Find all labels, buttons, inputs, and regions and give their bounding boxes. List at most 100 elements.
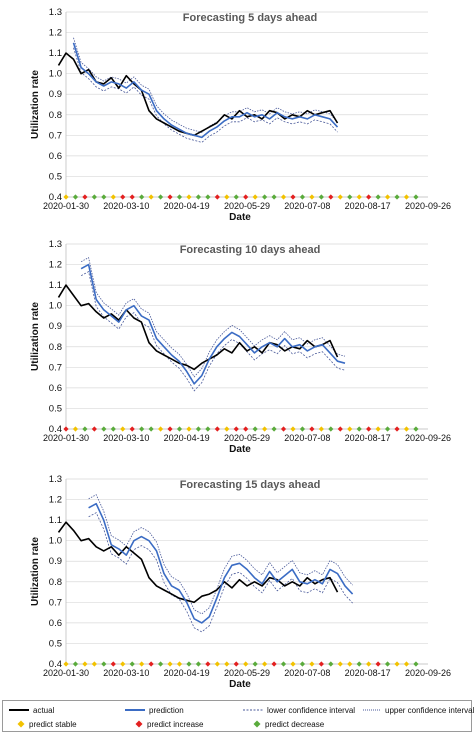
panel2-y-tick-label: 0.4 — [49, 424, 62, 435]
panel1-y-tick-label: 0.4 — [49, 192, 62, 203]
panel2-signal-marker-predict-stable — [375, 426, 381, 432]
panel2-y-tick-label: 1.2 — [49, 260, 62, 271]
panel3-lower-confidence-line — [88, 512, 353, 633]
legend-upper-ci-swatch — [363, 709, 381, 711]
panel1-signal-marker-predict-decrease — [195, 194, 202, 200]
panel1-signal-marker-predict-decrease — [413, 194, 419, 200]
panel2-signal-marker-predict-increase — [167, 426, 173, 432]
panel3-signal-marker-predict-decrease — [413, 661, 419, 667]
panel1-y-tick-label: 1.3 — [49, 7, 62, 18]
panel3-signal-marker-predict-decrease — [101, 661, 107, 667]
panel3-y-tick-label: 0.7 — [49, 597, 62, 608]
legend-predict-increase-label: predict increase — [147, 719, 204, 729]
legend-upper-ci: upper confidence interval — [363, 704, 474, 716]
panel3-y-tick-label: 1.1 — [49, 515, 62, 526]
panel2-y-tick-label: 1.3 — [49, 239, 62, 250]
panel2-signal-marker-predict-stable — [318, 426, 324, 432]
panel1-upper-confidence-line — [73, 37, 338, 133]
panel2-signal-marker-predict-increase — [214, 426, 220, 432]
panel2-x-tick-label: 2020-03-10 — [103, 433, 149, 443]
panel1-x-tick-label: 2020-07-08 — [284, 201, 330, 211]
panel2-signal-marker-predict-decrease — [195, 426, 202, 432]
legend-predict-decrease: predict decrease — [253, 718, 324, 730]
panel1-x-tick-label: 2020-04-19 — [164, 201, 210, 211]
panel1-y-tick-label: 1.1 — [49, 48, 62, 59]
panel1-y-tick-label: 0.5 — [49, 171, 62, 182]
panel1-signal-marker-predict-decrease — [318, 194, 324, 200]
legend-upper-ci-label: upper confidence interval — [385, 705, 474, 715]
panel1-signal-marker-predict-decrease — [139, 194, 145, 200]
panel1-signal-marker-predict-decrease — [157, 194, 164, 200]
panel1-x-axis-label: Date — [229, 212, 251, 223]
panel3-actual-line — [57, 521, 339, 604]
panel3-y-tick-label: 0.8 — [49, 577, 62, 588]
panel3-signal-marker-predict-increase — [233, 661, 239, 667]
panel2-actual-line — [57, 284, 339, 371]
panel3-y-tick-label: 0.6 — [49, 618, 62, 629]
panel2-signal-marker-predict-stable — [290, 426, 296, 432]
panel2-signal-marker-predict-decrease — [328, 426, 334, 432]
panel1-signal-marker-predict-increase — [82, 194, 88, 200]
panel3-signal-marker-predict-increase — [148, 661, 154, 667]
panel1-signal-marker-predict-increase — [366, 194, 372, 200]
panel3-signal-marker-predict-decrease — [186, 661, 192, 667]
panel1-signal-marker-predict-stable — [186, 194, 192, 200]
panel3-signal-marker-predict-decrease — [356, 661, 362, 667]
panel3-signal-marker-predict-stable — [290, 661, 296, 667]
panel1-signal-marker-predict-increase — [214, 194, 220, 200]
panel1-x-tick-label: 2020-08-17 — [345, 201, 391, 211]
panel2-prediction-line — [80, 263, 346, 385]
panel3-y-tick-label: 0.9 — [49, 556, 62, 567]
panel3-signal-marker-predict-stable — [309, 661, 315, 667]
panel1-y-tick-label: 0.6 — [49, 151, 62, 162]
panel3-y-tick-label: 1.0 — [49, 536, 62, 547]
panel2-signal-marker-predict-decrease — [413, 426, 419, 432]
panel2-x-tick-label: 2020-01-30 — [43, 433, 89, 443]
panel3-signal-marker-predict-stable — [243, 661, 249, 667]
legend-prediction-label: prediction — [149, 705, 184, 715]
panel2-signal-marker-predict-increase — [243, 426, 249, 432]
panel3-upper-confidence-line — [88, 494, 353, 615]
panel3-signal-marker-predict-stable — [82, 661, 88, 667]
panel2-signal-marker-predict-stable — [120, 426, 126, 432]
panel1-signal-marker-predict-increase — [243, 194, 249, 200]
panel3-signal-marker-predict-stable — [224, 661, 230, 667]
panel2-chart-title: Forecasting 10 days ahead — [180, 244, 321, 256]
panel1-signal-marker-predict-increase — [328, 194, 334, 200]
panel1-signal-marker-predict-stable — [403, 194, 410, 200]
panel1-signal-marker-predict-increase — [290, 194, 296, 200]
panel1-signal-marker-predict-increase — [167, 194, 173, 200]
panel1-signal-marker-predict-decrease — [72, 194, 79, 200]
panel2-signal-marker-predict-increase — [129, 426, 135, 432]
panel3-signal-marker-predict-increase — [318, 661, 324, 667]
panel3-signal-marker-predict-stable — [63, 661, 69, 667]
legend-lower-ci: lower confidence interval — [243, 704, 355, 716]
panel2-y-axis-label: Utilization rate — [30, 302, 41, 371]
panel1-signal-marker-predict-decrease — [205, 194, 211, 200]
panel3-y-axis-label: Utilization rate — [30, 537, 41, 606]
panel2-signal-marker-predict-decrease — [176, 426, 183, 432]
panel2-signal-marker-predict-increase — [91, 426, 97, 432]
panel3-x-tick-label: 2020-04-19 — [164, 668, 210, 678]
legend-actual-swatch — [9, 709, 29, 711]
panel3-signal-marker-predict-increase — [110, 661, 116, 667]
legend-predict-increase-marker — [135, 720, 143, 728]
panel2-signal-marker-predict-increase — [233, 426, 239, 432]
panel3-x-tick-label: 2020-05-29 — [224, 668, 270, 678]
panel3-signal-marker-predict-decrease — [252, 661, 258, 667]
panel1-signal-marker-predict-decrease — [176, 194, 183, 200]
panel2-signal-marker-predict-decrease — [271, 426, 277, 432]
panel2-signal-marker-predict-stable — [347, 426, 353, 432]
panel1-x-tick-label: 2020-01-30 — [43, 201, 89, 211]
legend-prediction: prediction — [125, 704, 184, 716]
legend-predict-stable: predict stable — [17, 718, 77, 730]
panel3-x-tick-label: 2020-03-10 — [103, 668, 149, 678]
panel3-y-tick-label: 1.3 — [49, 474, 62, 485]
panel1-signal-marker-predict-decrease — [101, 194, 107, 200]
panel2-x-tick-label: 2020-09-26 — [405, 433, 451, 443]
panel1-signal-marker-predict-stable — [110, 194, 116, 200]
panel1-signal-marker-predict-decrease — [394, 194, 400, 200]
panel1-actual-line — [57, 52, 339, 137]
panel3-signal-marker-predict-decrease — [384, 661, 391, 667]
legend-predict-stable-label: predict stable — [29, 719, 77, 729]
